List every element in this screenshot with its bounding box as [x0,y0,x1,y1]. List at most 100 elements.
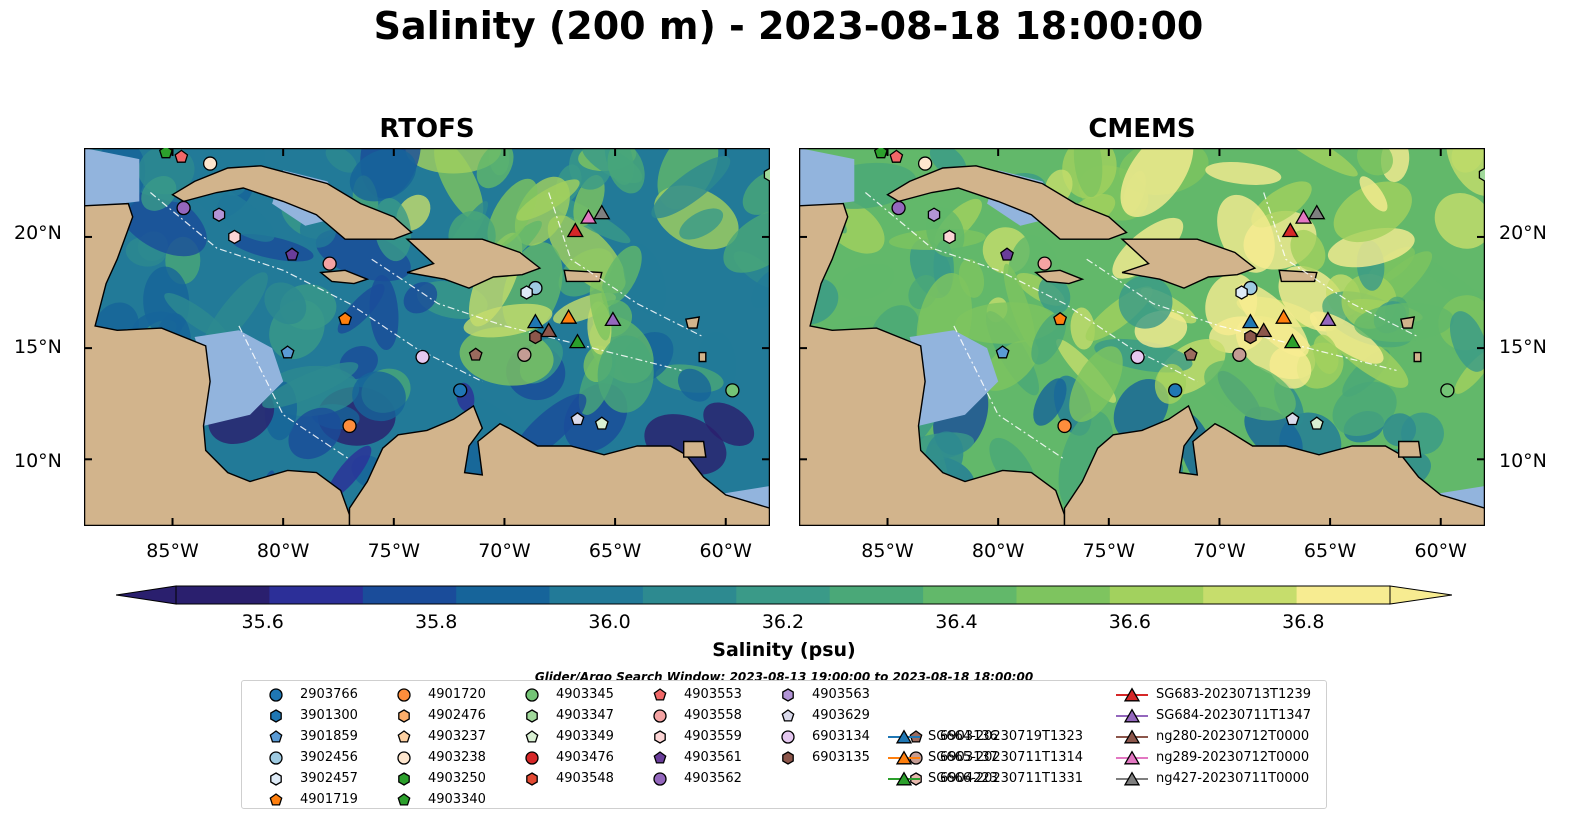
platform-4901719[interactable] [338,311,353,326]
platform-4903347[interactable] [1478,167,1485,182]
platform-6903136[interactable] [1183,347,1198,361]
platform-SG666-20230711T1331[interactable] [568,333,587,349]
platform-3902457[interactable] [520,285,533,300]
legend-marker[interactable] [269,688,283,702]
platform-SG664-20230719T1323[interactable] [1241,313,1260,329]
legend-marker[interactable] [526,709,538,723]
platform-4903553[interactable] [889,149,904,163]
platform-4901720[interactable] [342,418,357,434]
platform-6903134[interactable] [1130,349,1145,365]
platform-4903558[interactable] [322,256,337,271]
platform-4903349[interactable] [594,416,609,430]
platform-ng289-20230712T0000[interactable] [1294,208,1313,224]
platform-4903559[interactable] [228,229,241,245]
legend-marker[interactable] [782,688,794,702]
platform-6903136[interactable] [468,347,483,361]
platform-ng289-20230712T0000[interactable] [579,208,598,224]
platform-2903766[interactable] [453,383,468,398]
legend-marker[interactable] [397,688,411,702]
platform-6903134[interactable] [415,349,430,365]
platform-2903766[interactable] [1168,383,1183,398]
legend-marker[interactable] [1123,708,1141,723]
legend-marker[interactable] [269,730,283,743]
legend-marker[interactable] [781,709,795,722]
legend-label: 6903135 [812,750,870,765]
platform-3902457[interactable] [1235,285,1248,300]
legend-marker[interactable] [398,772,410,786]
platform-4903563[interactable] [927,207,941,222]
map-panel-rtofs[interactable] [84,148,770,526]
platform-6903135[interactable] [1244,329,1257,345]
legend-marker[interactable] [526,772,538,786]
legend-label: 4901719 [300,792,358,807]
platform-4903340[interactable] [873,148,888,159]
legend-marker[interactable] [654,730,666,744]
legend-marker[interactable] [1123,771,1141,786]
legend-marker[interactable] [397,730,411,743]
platform-6903137[interactable] [1232,347,1247,362]
platform-4903629[interactable] [1285,411,1300,426]
platform-4903347[interactable] [763,167,770,182]
legend-marker[interactable] [1123,750,1141,765]
legend-marker[interactable] [270,709,282,723]
platform-SG684-20230711T1347[interactable] [1319,311,1337,327]
platform-SG665-20230711T1314[interactable] [560,308,578,324]
platform-4903558[interactable] [1037,256,1052,271]
legend-marker[interactable] [398,709,410,723]
platform-4903561[interactable] [285,247,299,261]
platform-ng427-20230711T0000[interactable] [1308,204,1326,220]
legend-marker[interactable] [895,750,913,765]
legend-marker[interactable] [895,771,913,786]
platform-4903553[interactable] [174,149,189,163]
legend-label: 6903134 [812,729,870,744]
platform-SG683-20230713T1239[interactable] [566,222,584,238]
platform-4903563[interactable] [212,207,226,222]
platform-ng427-20230711T0000[interactable] [593,204,611,220]
platform-4901720[interactable] [1057,418,1072,434]
legend-marker[interactable] [1123,729,1141,744]
legend-marker[interactable] [895,729,913,744]
legend-marker[interactable] [269,793,283,806]
panel-title-cmems: CMEMS [1088,114,1196,144]
platform-ng280-20230712T0000[interactable] [1255,322,1273,338]
legend-marker[interactable] [653,709,667,723]
lat-tick-left: 15°N [14,336,62,358]
platform-4903629[interactable] [570,411,585,426]
platform-SG683-20230713T1239[interactable] [1281,222,1299,238]
platform-6903137[interactable] [517,347,532,362]
legend-marker[interactable] [397,793,411,806]
legend-marker[interactable] [525,688,539,702]
platform-3901859[interactable] [995,345,1010,359]
map-panel-cmems[interactable] [799,148,1485,526]
platform-4903340[interactable] [158,148,173,159]
platform-4903345[interactable] [1440,383,1455,398]
platform-4903349[interactable] [1309,416,1324,430]
legend-marker[interactable] [653,772,667,786]
platform-4903562[interactable] [891,200,906,216]
legend-marker[interactable] [397,751,411,765]
legend-marker[interactable] [270,772,282,786]
legend-marker[interactable] [1123,687,1141,702]
platform-SG665-20230711T1314[interactable] [1275,308,1293,324]
platform-4903562[interactable] [176,200,191,216]
legend-marker[interactable] [525,730,539,743]
legend-marker[interactable] [269,751,283,765]
platform-SG684-20230711T1347[interactable] [604,311,622,327]
legend-marker[interactable] [525,751,539,765]
legend-marker[interactable] [782,751,794,765]
legend-marker[interactable] [653,688,667,701]
legend-label: ng280-20230712T0000 [1156,729,1310,744]
platform-4903238[interactable] [917,156,933,171]
platform-SG664-20230719T1323[interactable] [526,313,545,329]
platform-3901859[interactable] [280,345,295,359]
platform-4903345[interactable] [725,383,740,398]
legend-marker[interactable] [653,751,667,764]
legend-marker[interactable] [781,730,795,744]
platform-4903238[interactable] [202,156,218,171]
platform-4903559[interactable] [943,229,956,245]
platform-SG666-20230711T1331[interactable] [1283,333,1302,349]
platform-4903561[interactable] [1000,247,1014,261]
platform-ng280-20230712T0000[interactable] [540,322,558,338]
platform-6903135[interactable] [529,329,542,345]
platform-4901719[interactable] [1053,311,1068,326]
